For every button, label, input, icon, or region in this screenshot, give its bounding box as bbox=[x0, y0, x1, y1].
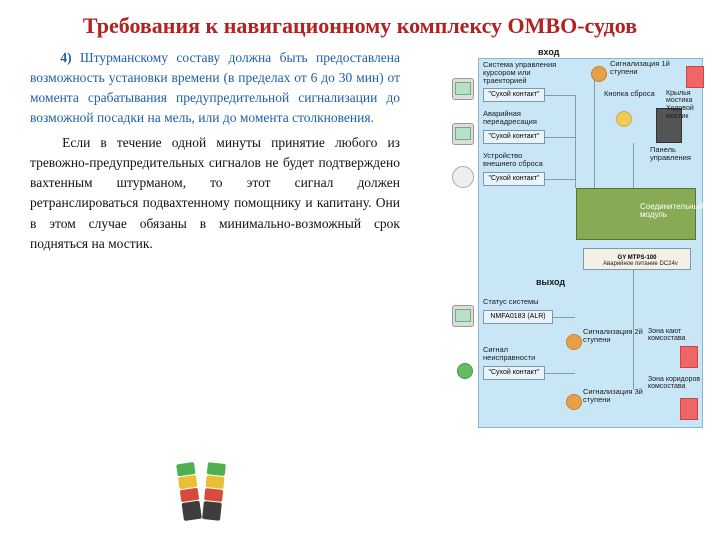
screen-icon-1 bbox=[452, 78, 474, 100]
line2 bbox=[545, 137, 575, 138]
base2 bbox=[202, 501, 222, 521]
yellow-button-icon bbox=[613, 108, 635, 130]
screen-icon-2 bbox=[452, 123, 474, 145]
vyhod-label: выход bbox=[536, 278, 565, 288]
content-row: 4) Штурманскому составу должна быть пред… bbox=[0, 48, 720, 438]
green-dot-icon bbox=[454, 360, 476, 382]
red-device-3 bbox=[680, 398, 698, 420]
lbl-avarpit: Аварийное питание DC24v bbox=[603, 261, 678, 268]
line1 bbox=[545, 95, 575, 96]
paragraph-5: Если в течение одной минуты принятие люб… bbox=[30, 133, 400, 255]
system-diagram: вход выход Система управления курсором и… bbox=[408, 48, 708, 438]
lbl-krylya: Крылья мостика Ходовой мостик bbox=[666, 90, 716, 121]
lbl-sig2: Сигнализация 2й ступени bbox=[583, 328, 643, 345]
lbl-sig3: Сигнализация 3й ступени bbox=[583, 388, 643, 405]
line3 bbox=[545, 179, 575, 180]
text-column: 4) Штурманскому составу должна быть пред… bbox=[30, 48, 400, 438]
signal-tower-illustration bbox=[160, 455, 245, 520]
paragraph-4: 4) Штурманскому составу должна быть пред… bbox=[30, 48, 400, 129]
node-suh1: "Сухой контакт" bbox=[483, 88, 545, 102]
para4-body: Штурманскому составу должна быть предост… bbox=[30, 50, 400, 126]
seg-r2 bbox=[204, 488, 223, 502]
para4-lead: 4) bbox=[60, 50, 80, 65]
sensor-icon bbox=[452, 166, 474, 188]
base1 bbox=[182, 501, 202, 521]
lbl-ustr-sbros: Устройство внешнего сброса bbox=[483, 152, 553, 169]
red-device-2 bbox=[680, 346, 698, 368]
lbl-sistema: Система управления курсором или траектор… bbox=[483, 61, 563, 86]
screen-icon-3 bbox=[452, 305, 474, 327]
seg-y2 bbox=[205, 475, 224, 489]
linev2 bbox=[633, 143, 634, 188]
lbl-soed: Соединительный модуль bbox=[640, 203, 700, 221]
linev3 bbox=[633, 270, 634, 390]
lbl-sig1: Сигнализация 1й ступени bbox=[610, 60, 670, 77]
node-suh2: "Сухой контакт" bbox=[483, 130, 545, 144]
red-device-1 bbox=[686, 66, 704, 88]
lbl-knopka: Кнопка сброса bbox=[604, 90, 659, 98]
page-title: Требования к навигационному комплексу ОМ… bbox=[0, 0, 720, 48]
line5 bbox=[545, 373, 575, 374]
seg-g2 bbox=[207, 462, 226, 476]
lbl-zona-kayut: Зона кают комсостава bbox=[648, 328, 708, 343]
lbl-panel: Панель управления bbox=[650, 146, 700, 163]
lbl-status: Статус системы bbox=[483, 298, 553, 306]
orange-dot-3 bbox=[563, 391, 585, 413]
linev1 bbox=[575, 95, 576, 188]
orange-dot-1 bbox=[588, 63, 610, 85]
lbl-zona-korid: Зона коридоров комсостава bbox=[648, 376, 708, 391]
linev4 bbox=[594, 78, 595, 188]
lbl-avar-pered: Аварийная переадресация bbox=[483, 110, 553, 127]
lbl-sig-neispr: Сигнал неисправности bbox=[483, 346, 553, 363]
vhod-label: вход bbox=[538, 48, 559, 58]
node-suh4: "Сухой контакт" bbox=[483, 366, 545, 380]
para5-body: Если в течение одной минуты принятие люб… bbox=[30, 135, 400, 251]
orange-dot-2 bbox=[563, 331, 585, 353]
node-suh3: "Сухой контакт" bbox=[483, 172, 545, 186]
node-nmfa: NMFA0183 (ALR) bbox=[483, 310, 553, 324]
line4 bbox=[553, 317, 575, 318]
